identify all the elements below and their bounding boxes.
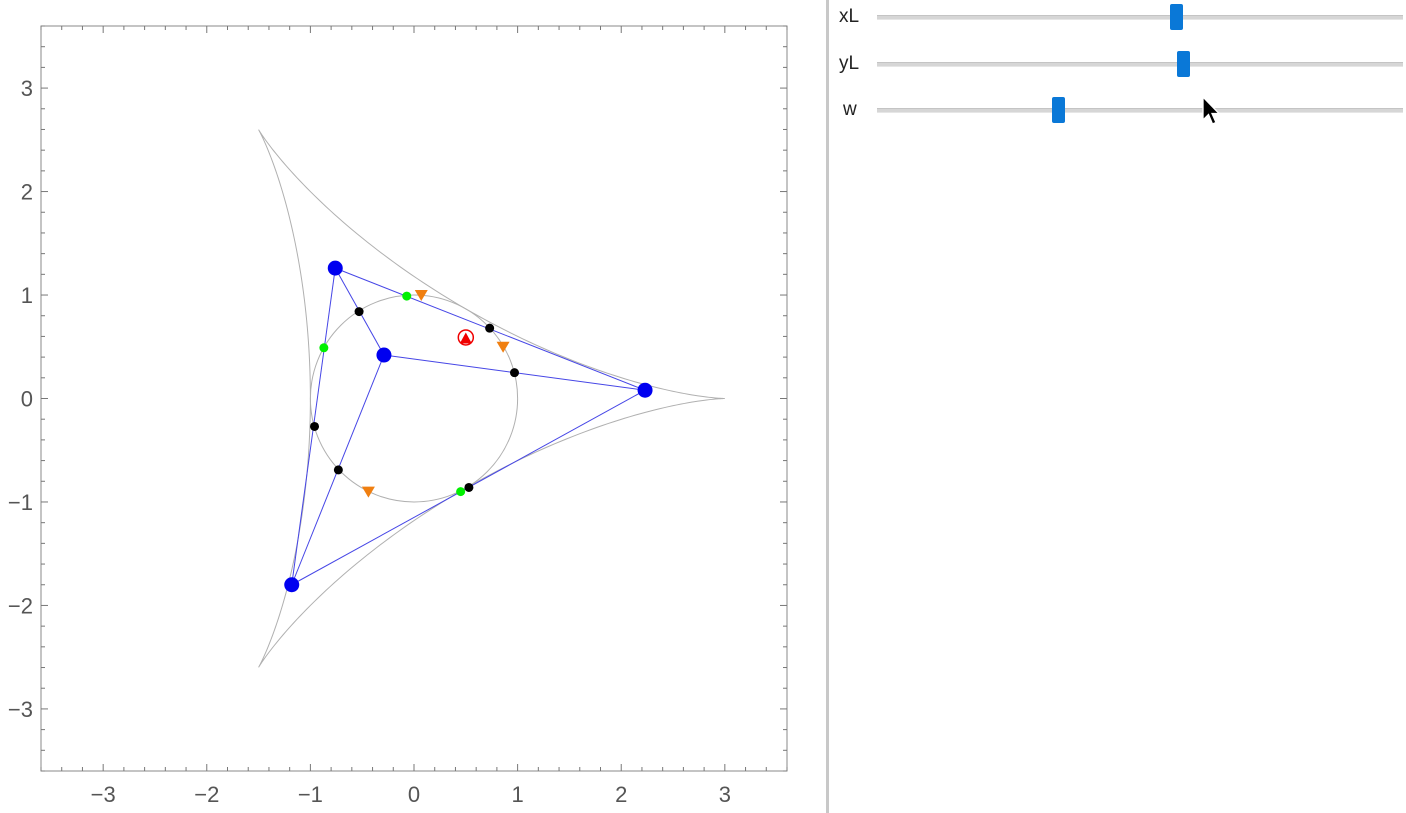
y-tick-label: −2 xyxy=(8,593,33,618)
incircle xyxy=(309,294,519,503)
plot-area: −3 −2 −1 0 1 2 3 −3 −2 −1 0 1 2 3 xyxy=(8,25,788,807)
slider-row-xl: xL xyxy=(829,2,1406,32)
slider-row-yl: yL xyxy=(829,49,1406,79)
slider-label-yl: yL xyxy=(839,53,860,74)
panel-divider[interactable] xyxy=(826,0,829,813)
plot-frame xyxy=(40,25,788,772)
controls-panel: xL yL w xyxy=(829,0,1406,813)
slider-label-xl: xL xyxy=(839,6,860,27)
orange-triangle-marker xyxy=(414,290,428,302)
x-tick-label: −1 xyxy=(298,782,323,807)
y-tick-label: 0 xyxy=(21,387,33,412)
y-tick-label: 3 xyxy=(21,76,33,101)
blue-point xyxy=(376,347,392,363)
x-tick-label: 3 xyxy=(719,782,731,807)
slider-thumb-xl[interactable] xyxy=(1170,4,1184,30)
slider-thumb-w[interactable] xyxy=(1052,97,1066,123)
red-triangle-marker xyxy=(459,332,472,344)
x-tick-label: 2 xyxy=(615,782,627,807)
x-tick-label: 1 xyxy=(511,782,523,807)
green-point xyxy=(319,343,329,353)
green-point xyxy=(456,487,466,497)
blue-point xyxy=(284,577,300,593)
black-point xyxy=(464,482,474,492)
slider-track-w[interactable] xyxy=(877,108,1403,113)
y-tick-label: 2 xyxy=(21,180,33,205)
blue-point xyxy=(327,260,343,276)
deltoid-curve xyxy=(258,129,725,668)
black-point xyxy=(354,307,364,317)
orange-triangle-marker xyxy=(361,486,375,498)
green-point xyxy=(402,291,412,301)
x-tick-label: −2 xyxy=(194,782,219,807)
black-point xyxy=(510,368,520,378)
black-point xyxy=(485,323,495,333)
mouse-pointer-icon xyxy=(1202,96,1221,125)
black-point xyxy=(310,421,320,431)
slider-row-w: w xyxy=(829,95,1406,125)
slider-track-xl[interactable] xyxy=(877,15,1403,20)
slider-thumb-yl[interactable] xyxy=(1177,51,1191,77)
y-tick-label: 1 xyxy=(21,283,33,308)
red-circle-marker xyxy=(457,329,475,346)
blue-point xyxy=(637,382,653,398)
slider-label-w: w xyxy=(843,99,857,120)
y-tick-label: −1 xyxy=(8,490,33,515)
orange-triangle-marker xyxy=(496,341,510,353)
x-tick-label: 0 xyxy=(408,782,420,807)
x-tick-label: −3 xyxy=(91,782,116,807)
black-point xyxy=(333,465,343,475)
slider-track-yl[interactable] xyxy=(877,62,1403,67)
y-tick-label: −3 xyxy=(8,697,33,722)
plot-svg: −3 −2 −1 0 1 2 3 −3 −2 −1 0 1 2 3 xyxy=(8,25,788,807)
